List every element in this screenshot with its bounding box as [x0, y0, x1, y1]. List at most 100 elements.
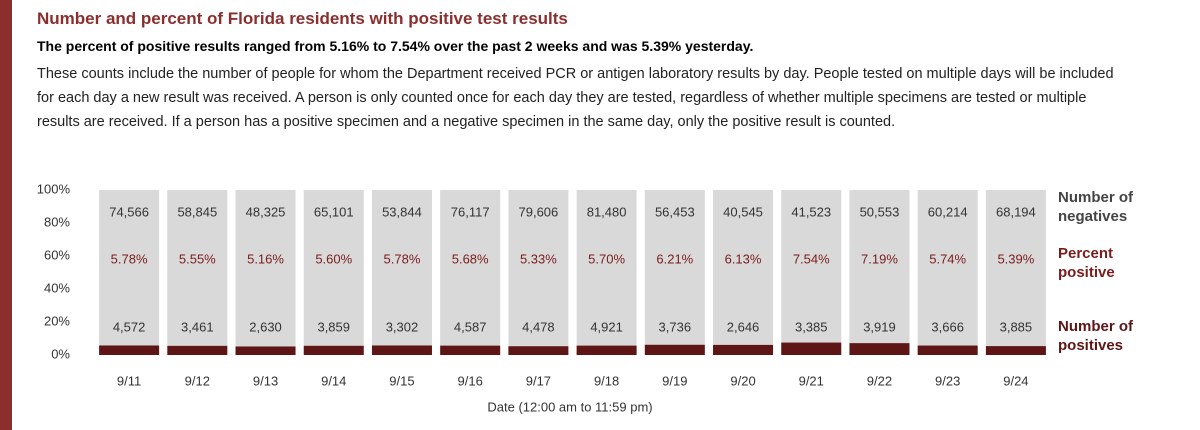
- negatives-label: 53,844: [382, 204, 422, 219]
- positives-label: 3,736: [659, 319, 692, 334]
- bar-positives: [303, 345, 364, 355]
- description: These counts include the number of peopl…: [37, 66, 1114, 130]
- bar-negatives: [167, 190, 228, 346]
- positives-label: 3,859: [317, 319, 350, 334]
- positives-label: 4,921: [590, 319, 623, 334]
- positives-label: 3,302: [386, 319, 419, 334]
- legend-entry: Percent positive: [1058, 245, 1115, 281]
- positives-label: 3,919: [863, 319, 896, 334]
- percent-label: 5.16%: [247, 251, 284, 266]
- positives-label: 2,630: [249, 319, 282, 334]
- bar-positives: [781, 342, 842, 355]
- bar-positives: [235, 346, 296, 355]
- bar-positives: [713, 344, 774, 355]
- positives-label: 3,885: [1000, 319, 1033, 334]
- percent-label: 5.68%: [452, 251, 489, 266]
- x-tick-label: 9/18: [594, 373, 619, 388]
- bar-negatives: [440, 190, 501, 346]
- x-tick-label: 9/21: [799, 373, 824, 388]
- x-tick-label: 9/12: [185, 373, 210, 388]
- chart-subtitle: The percent of positive results ranged f…: [37, 38, 754, 54]
- bar-negatives: [985, 190, 1046, 347]
- x-tick-label: 9/14: [321, 373, 346, 388]
- legend-entry: Number of positives: [1058, 318, 1134, 354]
- negatives-label: 60,214: [928, 204, 968, 219]
- bar-negatives: [303, 190, 364, 346]
- x-tick-label: 9/17: [526, 373, 551, 388]
- bar-negatives: [917, 190, 978, 346]
- bar-negatives: [99, 190, 160, 346]
- percent-label: 5.70%: [588, 251, 625, 266]
- bar-positives: [371, 345, 432, 355]
- negatives-label: 50,553: [860, 204, 900, 219]
- positives-label: 2,646: [727, 319, 760, 334]
- x-tick-label: 9/19: [662, 373, 687, 388]
- bar-positives: [644, 344, 705, 355]
- bar-positives: [167, 345, 228, 355]
- bar-positives: [917, 345, 978, 355]
- side-stripe: [0, 0, 12, 430]
- x-tick-label: 9/22: [867, 373, 892, 388]
- bar-positives: [576, 345, 637, 355]
- bar-negatives: [235, 190, 296, 347]
- percent-label: 5.74%: [929, 251, 966, 266]
- y-tick-label: 60%: [44, 247, 70, 262]
- chart-title: Number and percent of Florida residents …: [37, 9, 568, 28]
- negatives-label: 56,453: [655, 204, 695, 219]
- negatives-label: 81,480: [587, 204, 627, 219]
- positives-label: 3,461: [181, 319, 214, 334]
- bar-positives: [99, 345, 160, 355]
- bar-positives: [985, 346, 1046, 355]
- positives-label: 3,385: [795, 319, 828, 334]
- negatives-label: 76,117: [451, 204, 490, 219]
- x-tick-label: 9/23: [935, 373, 960, 388]
- bar-positives: [508, 346, 569, 355]
- negatives-label: 65,101: [314, 204, 354, 219]
- negatives-label: 41,523: [791, 204, 831, 219]
- percent-label: 5.55%: [179, 251, 216, 266]
- bar-negatives: [508, 190, 569, 347]
- percent-label: 6.13%: [725, 251, 762, 266]
- x-tick-label: 9/11: [117, 373, 141, 388]
- negatives-label: 58,845: [177, 204, 217, 219]
- x-tick-label: 9/16: [458, 373, 483, 388]
- percent-label: 5.78%: [111, 251, 148, 266]
- positives-label: 3,666: [931, 319, 964, 334]
- bar-negatives: [644, 190, 705, 345]
- y-tick-label: 80%: [44, 214, 70, 229]
- negatives-label: 79,606: [519, 204, 559, 219]
- percent-label: 5.60%: [315, 251, 352, 266]
- positives-label: 4,572: [113, 319, 146, 334]
- legend-entry: Number of negatives: [1058, 189, 1134, 225]
- negatives-label: 68,194: [996, 204, 1036, 219]
- bar-negatives: [781, 190, 842, 343]
- percent-label: 5.39%: [997, 251, 1034, 266]
- positives-label: 4,587: [454, 319, 487, 334]
- bar-negatives: [576, 190, 637, 346]
- x-axis-label: Date (12:00 am to 11:59 pm): [487, 399, 652, 414]
- bar-negatives: [849, 190, 910, 344]
- percent-label: 5.78%: [384, 251, 421, 266]
- percent-label: 6.21%: [656, 251, 693, 266]
- y-tick-label: 100%: [37, 181, 71, 196]
- negatives-label: 74,566: [109, 204, 149, 219]
- percent-label: 7.19%: [861, 251, 898, 266]
- negatives-label: 48,325: [246, 204, 286, 219]
- x-tick-label: 9/13: [253, 373, 278, 388]
- bar-negatives: [713, 190, 774, 345]
- x-tick-label: 9/15: [389, 373, 414, 388]
- negatives-label: 40,545: [723, 204, 763, 219]
- y-tick-label: 40%: [44, 280, 70, 295]
- bar-positives: [440, 345, 501, 355]
- bar-positives: [849, 343, 910, 355]
- x-tick-label: 9/24: [1003, 373, 1028, 388]
- y-tick-label: 20%: [44, 313, 70, 328]
- percent-label: 7.54%: [793, 251, 830, 266]
- positives-label: 4,478: [522, 319, 555, 334]
- x-tick-label: 9/20: [730, 373, 755, 388]
- y-tick-label: 0%: [51, 346, 70, 361]
- percent-label: 5.33%: [520, 251, 557, 266]
- bar-negatives: [371, 190, 432, 346]
